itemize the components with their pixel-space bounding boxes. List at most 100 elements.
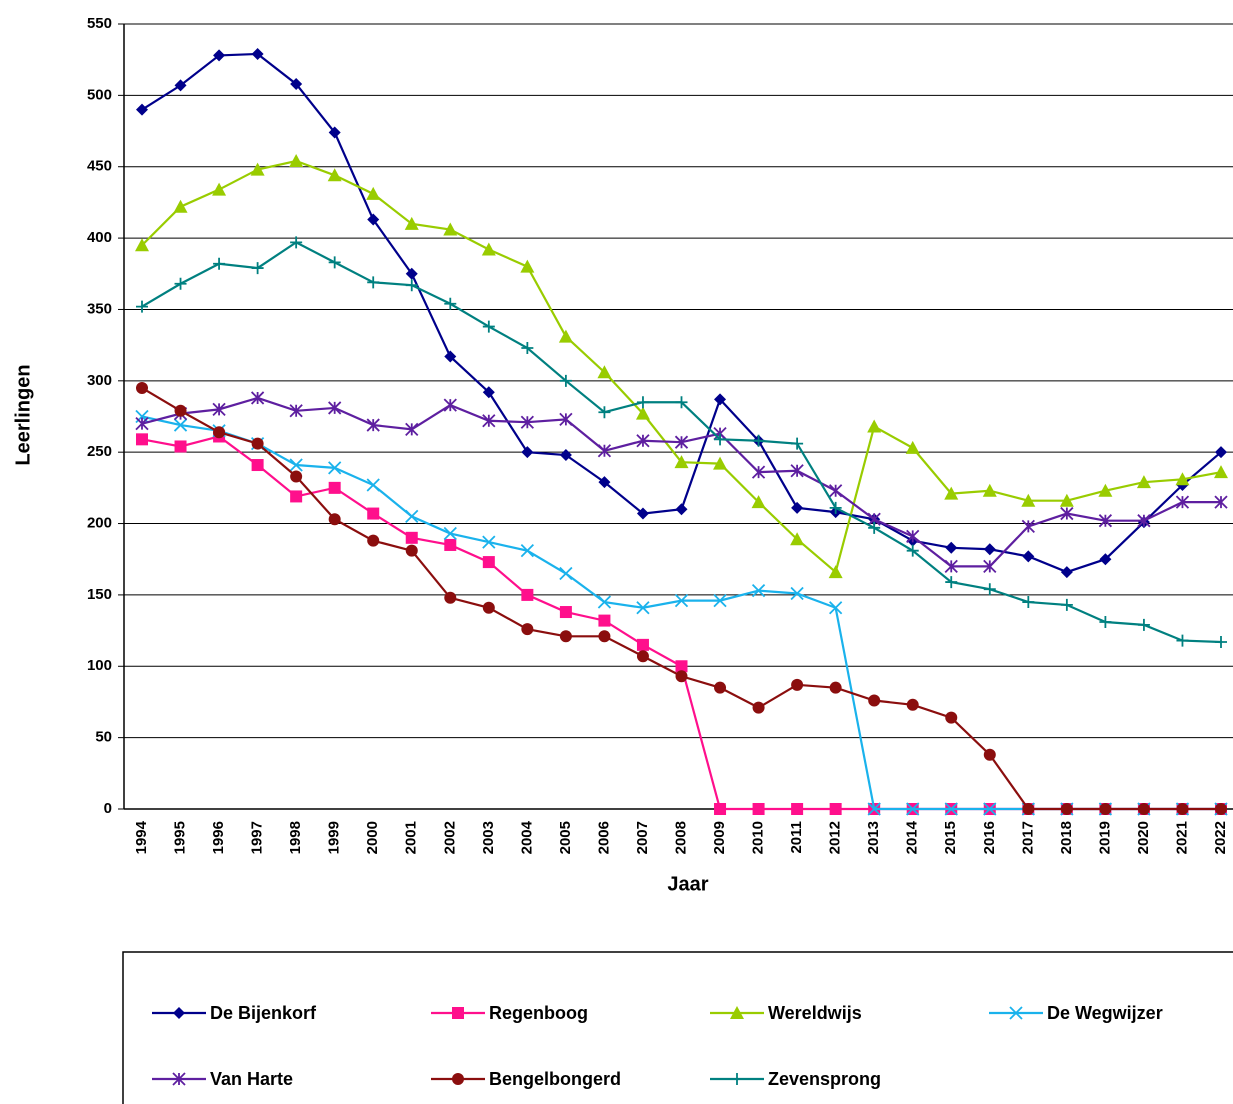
- data-point: [868, 521, 881, 534]
- data-point: [829, 681, 842, 694]
- data-point: [213, 49, 226, 62]
- x-tick-label: 2022: [1212, 821, 1229, 854]
- data-point: [251, 437, 264, 450]
- data-point: [944, 559, 958, 574]
- data-point: [521, 341, 534, 354]
- data-point: [520, 415, 534, 429]
- legend-marker: [730, 1006, 744, 1019]
- x-tick-label: 2011: [788, 821, 805, 854]
- data-point: [752, 434, 765, 447]
- data-point: [482, 535, 496, 549]
- data-point: [328, 481, 341, 494]
- x-tick-label: 2012: [827, 821, 844, 854]
- data-point: [558, 329, 573, 343]
- data-point: [597, 365, 612, 379]
- data-point: [1137, 803, 1150, 815]
- data-point: [636, 638, 649, 651]
- data-point: [1099, 553, 1112, 566]
- data-point: [444, 297, 457, 310]
- data-point: [289, 154, 304, 168]
- data-point: [790, 532, 805, 546]
- data-point: [174, 277, 187, 290]
- x-tick-label: 2010: [750, 821, 767, 854]
- x-tick-label: 2000: [364, 821, 381, 854]
- data-point: [906, 698, 919, 711]
- data-point: [983, 559, 997, 574]
- data-point: [829, 484, 843, 498]
- data-point: [674, 455, 689, 469]
- data-point: [1060, 506, 1074, 521]
- x-tick-label: 2004: [518, 820, 535, 854]
- data-point: [1214, 465, 1228, 479]
- data-point: [250, 162, 265, 176]
- data-point: [635, 406, 650, 420]
- x-tick-label: 2013: [865, 821, 882, 854]
- data-point: [751, 583, 766, 598]
- data-point: [945, 576, 958, 589]
- data-point: [559, 566, 573, 581]
- legend-label: De Bijenkorf: [210, 1003, 317, 1023]
- data-point: [983, 802, 997, 816]
- data-point: [520, 544, 534, 558]
- data-point: [675, 670, 688, 683]
- data-point: [213, 257, 226, 270]
- data-point: [598, 406, 611, 419]
- legend-label: De Wegwijzer: [1047, 1003, 1163, 1023]
- data-point: [174, 404, 187, 417]
- data-point: [597, 444, 612, 458]
- y-tick-label: 100: [87, 657, 112, 674]
- data-point: [405, 544, 418, 557]
- data-point: [674, 593, 689, 608]
- data-point: [1098, 483, 1113, 497]
- data-point: [636, 507, 649, 520]
- data-point: [174, 79, 187, 92]
- data-point: [983, 543, 996, 556]
- data-point: [444, 591, 457, 604]
- data-point: [1175, 495, 1190, 509]
- y-tick-label: 200: [87, 515, 112, 532]
- data-point: [1060, 598, 1073, 611]
- data-point: [945, 711, 958, 724]
- x-tick-label: 2021: [1173, 821, 1190, 854]
- data-point: [136, 381, 148, 394]
- legend-marker: [452, 1073, 464, 1085]
- series-line: [141, 396, 1221, 568]
- legend-label: Bengelbongerd: [489, 1069, 621, 1089]
- x-tick-label: 2008: [672, 821, 689, 854]
- data-point: [405, 267, 418, 280]
- x-tick-label: 2020: [1135, 821, 1152, 854]
- x-tick-label: 2007: [634, 821, 651, 854]
- data-point: [945, 541, 958, 554]
- data-point: [367, 276, 380, 289]
- data-point: [290, 490, 303, 503]
- data-point: [1060, 803, 1073, 815]
- data-point: [598, 476, 611, 489]
- data-point: [290, 470, 303, 483]
- data-point: [482, 556, 495, 569]
- data-point: [404, 216, 419, 230]
- legend-marker: [172, 1072, 186, 1086]
- data-point: [597, 595, 612, 609]
- data-point: [636, 434, 650, 448]
- data-point: [482, 601, 495, 614]
- data-point: [1021, 519, 1035, 534]
- x-tick-label: 2003: [480, 821, 497, 854]
- y-tick-label: 350: [87, 300, 112, 317]
- data-point: [906, 529, 920, 544]
- data-point: [1059, 493, 1074, 507]
- x-tick-label: 1998: [287, 821, 304, 854]
- data-point: [251, 262, 264, 275]
- data-point: [482, 320, 495, 333]
- data-point: [675, 660, 688, 673]
- data-point: [1137, 514, 1151, 528]
- data-point: [752, 701, 765, 714]
- data-point: [982, 483, 997, 497]
- data-point: [675, 396, 688, 409]
- legend-marker: [173, 1007, 185, 1019]
- data-point: [1176, 803, 1189, 815]
- data-point: [598, 614, 611, 627]
- data-point: [328, 461, 342, 475]
- data-point: [1137, 618, 1150, 631]
- data-point: [136, 300, 148, 313]
